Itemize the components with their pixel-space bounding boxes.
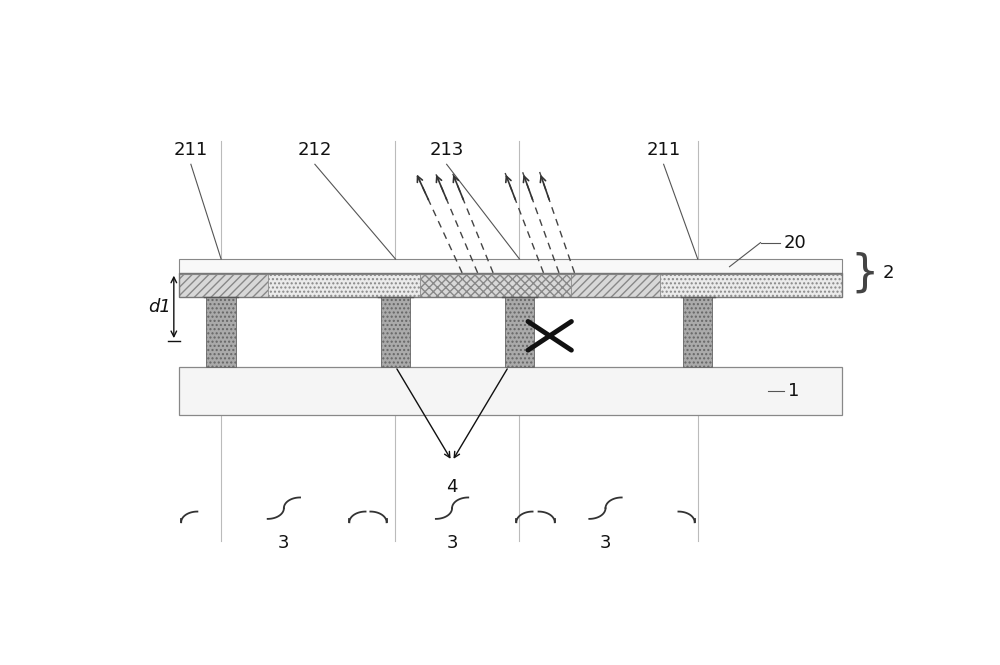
Bar xyxy=(660,273,842,297)
Bar xyxy=(179,273,268,297)
Text: d1: d1 xyxy=(148,298,171,316)
Bar xyxy=(381,297,410,366)
Bar xyxy=(179,273,842,297)
Text: 1: 1 xyxy=(788,382,799,400)
Text: 2: 2 xyxy=(883,264,894,282)
Bar xyxy=(420,273,571,297)
Bar xyxy=(206,297,236,366)
Text: 213: 213 xyxy=(429,141,464,159)
Bar xyxy=(571,273,660,297)
Text: 212: 212 xyxy=(298,141,332,159)
Text: 3: 3 xyxy=(600,534,611,552)
Text: 211: 211 xyxy=(174,141,208,159)
Bar xyxy=(179,366,842,415)
Text: 3: 3 xyxy=(446,534,458,552)
Bar xyxy=(268,273,420,297)
Text: }: } xyxy=(851,251,879,295)
Text: 4: 4 xyxy=(446,478,458,496)
Text: 3: 3 xyxy=(278,534,290,552)
Text: 20: 20 xyxy=(784,233,806,251)
Bar xyxy=(683,297,712,366)
Bar xyxy=(505,297,534,366)
Bar xyxy=(179,259,842,275)
Text: 211: 211 xyxy=(646,141,681,159)
